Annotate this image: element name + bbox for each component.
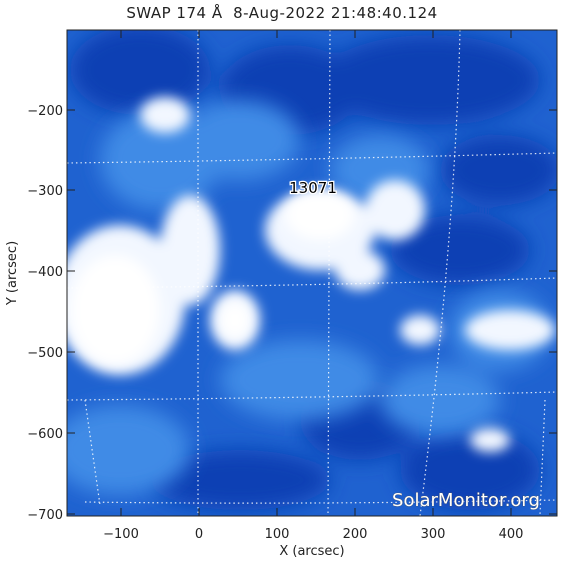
y-tick-label: −500	[27, 346, 63, 361]
euv-image	[67, 30, 557, 516]
solarmonitor-watermark: SolarMonitor.org	[392, 490, 540, 511]
x-tick-label: −100	[103, 527, 139, 542]
y-tick-label: −200	[27, 104, 63, 119]
y-axis-label: Y (arcsec)	[5, 241, 20, 306]
plot-frame	[66, 29, 558, 517]
axis-ticks	[67, 30, 557, 516]
x-tick-label: 100	[265, 527, 290, 542]
x-axis-label: X (arcsec)	[279, 544, 344, 559]
image-title: SWAP 174 Å 8-Aug-2022 21:48:40.124	[126, 4, 438, 22]
x-tick-label: 300	[421, 527, 446, 542]
active-region-label: 13071	[289, 179, 337, 197]
heliographic-grid	[67, 30, 557, 516]
x-tick-label: 400	[499, 527, 524, 542]
y-tick-label: −700	[27, 508, 63, 523]
y-tick-label: −400	[27, 265, 63, 280]
x-tick-label: 0	[195, 527, 203, 542]
y-tick-label: −300	[27, 184, 63, 199]
x-tick-label: 200	[343, 527, 368, 542]
y-tick-label: −600	[27, 427, 63, 442]
